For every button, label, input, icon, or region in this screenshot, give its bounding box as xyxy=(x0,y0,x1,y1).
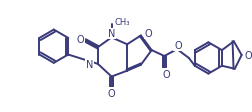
Text: O: O xyxy=(77,35,84,45)
Text: N: N xyxy=(108,29,115,39)
Text: CH₃: CH₃ xyxy=(114,18,130,27)
Text: O: O xyxy=(174,41,182,51)
Text: O: O xyxy=(108,88,115,98)
Text: N: N xyxy=(86,59,93,69)
Text: O: O xyxy=(145,29,152,39)
Text: O: O xyxy=(245,51,252,60)
Text: O: O xyxy=(163,69,170,79)
